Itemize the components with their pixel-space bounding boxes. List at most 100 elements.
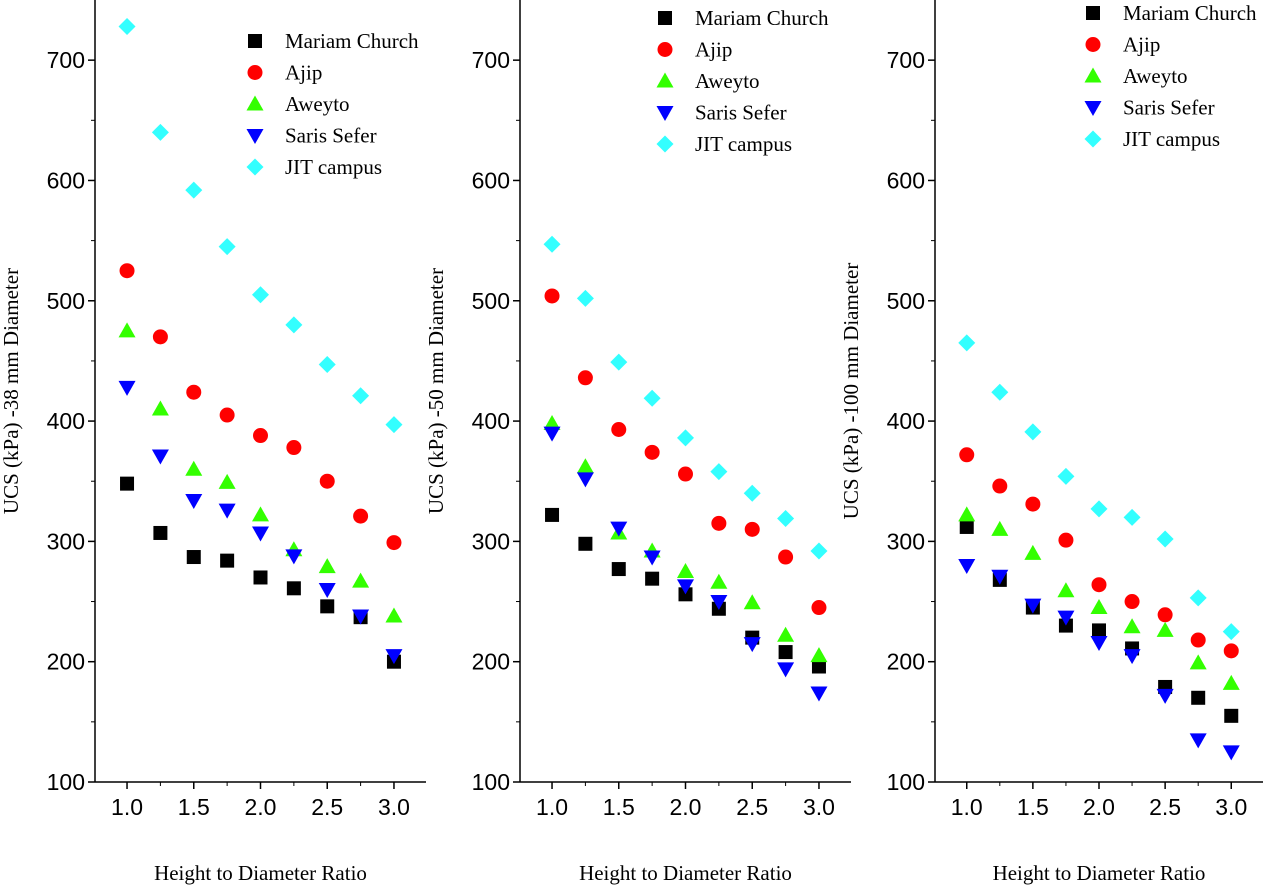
series-mariam-church xyxy=(120,476,401,669)
legend-label: Saris Sefer xyxy=(695,101,787,125)
data-point xyxy=(544,288,560,304)
y-tick-label: 700 xyxy=(887,47,925,73)
data-point xyxy=(578,536,593,551)
data-point xyxy=(1090,599,1108,615)
data-point xyxy=(220,553,235,568)
y-axis-label: UCS (kPa) -100 mm Diameter xyxy=(839,263,863,520)
series-aweyto xyxy=(958,506,1240,690)
data-point xyxy=(118,380,136,396)
data-point xyxy=(318,356,336,374)
data-point xyxy=(1123,508,1141,526)
data-point xyxy=(252,526,269,542)
data-point xyxy=(353,508,369,524)
data-point xyxy=(811,659,826,674)
data-point xyxy=(743,484,761,502)
series-ajip xyxy=(119,263,402,551)
legend-marker xyxy=(246,158,264,176)
y-tick-label: 200 xyxy=(887,649,925,675)
legend-marker xyxy=(1085,37,1101,52)
x-tick-label: 2.5 xyxy=(311,794,343,820)
data-point xyxy=(1123,649,1141,665)
legend-marker xyxy=(246,95,264,111)
data-point xyxy=(151,123,169,141)
y-tick-label: 400 xyxy=(47,408,85,434)
data-point xyxy=(645,571,660,586)
y-tick-label: 100 xyxy=(47,769,85,795)
legend-label: Saris Sefer xyxy=(1123,96,1215,120)
x-tick-label: 1.0 xyxy=(536,794,568,820)
legend-label: Aweyto xyxy=(1123,64,1188,88)
data-point xyxy=(318,558,336,574)
y-tick-label: 500 xyxy=(887,288,925,314)
y-tick-label: 300 xyxy=(47,528,85,554)
data-point xyxy=(1156,688,1174,704)
data-point xyxy=(1024,544,1042,560)
data-point xyxy=(186,550,201,565)
data-point xyxy=(385,416,403,434)
y-axis-label: UCS (kPa) -38 mm Diameter xyxy=(0,268,23,514)
x-tick-label: 2.0 xyxy=(1083,794,1115,820)
data-point xyxy=(1222,674,1240,690)
data-point xyxy=(778,549,794,565)
data-point xyxy=(1092,623,1106,638)
data-point xyxy=(151,449,169,465)
legend-marker xyxy=(1086,6,1100,20)
data-point xyxy=(958,506,976,522)
series-saris-sefer xyxy=(118,380,403,665)
x-tick-label: 2.5 xyxy=(736,794,768,820)
data-point xyxy=(218,473,236,489)
legend-marker xyxy=(247,65,263,80)
data-point xyxy=(1222,623,1240,641)
data-point xyxy=(285,316,303,334)
series-mariam-church xyxy=(959,519,1239,723)
data-point xyxy=(743,594,761,610)
y-tick-label: 500 xyxy=(472,288,510,314)
data-point xyxy=(152,329,168,345)
series-ajip xyxy=(544,288,827,616)
data-point xyxy=(576,289,594,307)
data-point xyxy=(386,535,402,551)
data-point xyxy=(743,637,761,653)
legend-label: Saris Sefer xyxy=(285,124,377,148)
data-point xyxy=(1190,632,1206,648)
y-tick-label: 300 xyxy=(887,528,925,554)
data-point xyxy=(318,583,336,599)
data-point xyxy=(286,440,302,456)
legend-marker xyxy=(248,34,262,48)
data-point xyxy=(991,383,1009,401)
data-point xyxy=(611,421,627,437)
data-point xyxy=(610,353,628,371)
data-point xyxy=(1123,618,1141,634)
data-point xyxy=(185,460,203,476)
legend-marker xyxy=(656,72,674,88)
y-tick-label: 500 xyxy=(47,288,85,314)
y-tick-label: 600 xyxy=(887,167,925,193)
data-point xyxy=(352,387,370,405)
data-point xyxy=(252,286,269,304)
data-point xyxy=(991,569,1009,585)
data-point xyxy=(677,562,694,578)
legend-marker xyxy=(657,42,673,57)
x-axis-label: Height to Diameter Ratio xyxy=(993,861,1206,885)
data-point xyxy=(710,463,728,481)
data-point xyxy=(185,181,203,199)
x-tick-label: 1.0 xyxy=(111,794,143,820)
data-point xyxy=(253,428,268,444)
legend-label: Ajip xyxy=(285,61,322,85)
data-point xyxy=(1189,589,1207,607)
data-point xyxy=(118,322,136,338)
data-point xyxy=(385,649,403,665)
x-tick-label: 2.5 xyxy=(1149,794,1181,820)
series-ajip xyxy=(959,447,1239,659)
data-point xyxy=(1024,598,1042,614)
data-point xyxy=(253,570,268,585)
series-jit-campus xyxy=(958,334,1240,641)
data-point xyxy=(286,581,301,596)
data-point xyxy=(576,472,594,488)
data-point xyxy=(1223,643,1239,659)
data-point xyxy=(958,334,976,352)
data-point xyxy=(992,478,1008,494)
y-tick-label: 400 xyxy=(472,408,510,434)
data-point xyxy=(1224,708,1239,723)
